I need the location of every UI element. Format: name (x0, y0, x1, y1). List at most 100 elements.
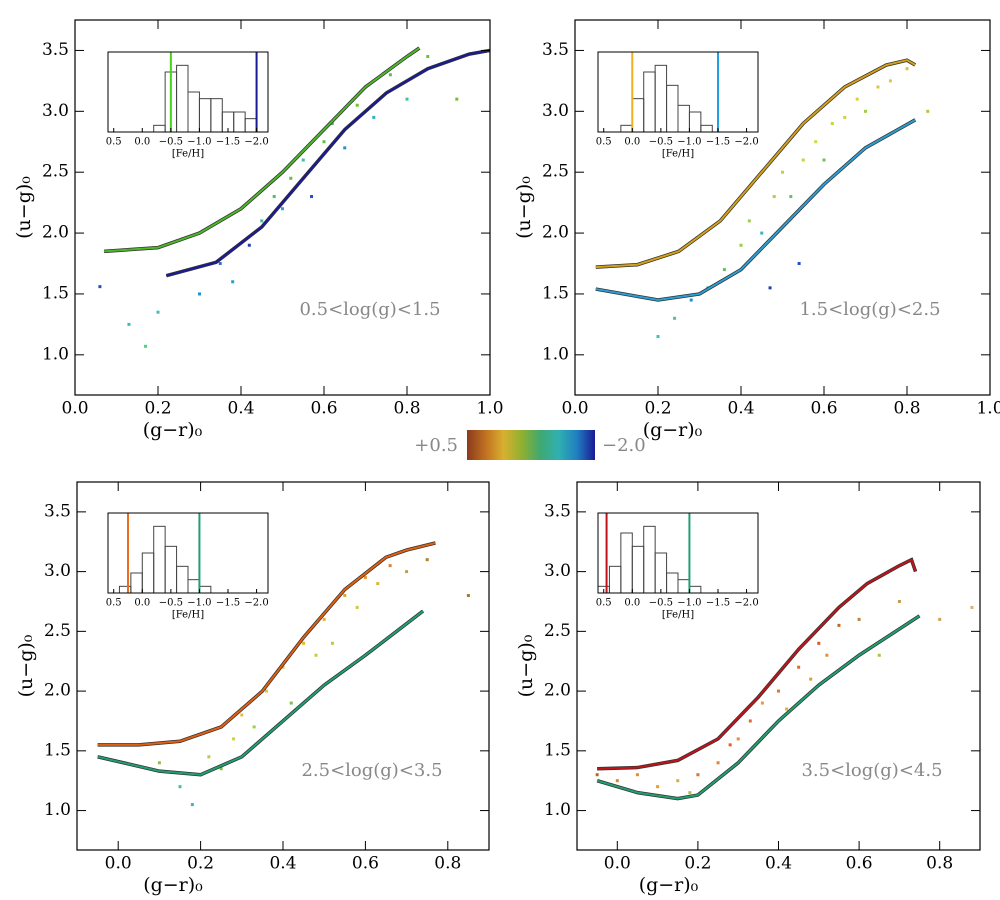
data-point (716, 761, 720, 765)
y-tick-label: 1.5 (542, 283, 569, 303)
data-point (178, 785, 182, 789)
data-point (822, 158, 826, 162)
data-point (218, 262, 222, 266)
y-tick-label: 3.5 (542, 40, 569, 60)
data-point (144, 344, 148, 348)
y-tick-label: 3.5 (544, 501, 571, 521)
inset-tick-label: −2.0 (734, 137, 758, 148)
panel: 0.0 0.2 0.4 0.6 0.8 1.0 1.0 1.5 2.0 2.5 3.0 3.5 (g−r… (513, 19, 1000, 441)
inset-tick-label: 0.5 (106, 137, 122, 148)
data-point (897, 599, 901, 603)
inset-tick-label: −0.5 (159, 598, 183, 609)
x-tick-label: 0.2 (644, 399, 671, 419)
inset-x-label: [Fe/H] (662, 149, 694, 160)
data-point (970, 605, 974, 609)
data-point (190, 803, 194, 807)
x-tick-label: 0.6 (846, 854, 873, 874)
y-tick-label: 3.5 (44, 501, 71, 521)
data-point (688, 791, 692, 795)
panel: 0.0 0.2 0.4 0.6 0.8 1.0 1.5 2.0 2.5 3.0 3.5 (g−r)₀ (… (515, 481, 981, 896)
y-tick-label: 1.0 (42, 344, 69, 364)
inset: 0.5 0.0 −0.5 −1.0 −1.5 −2.0 [Fe/H] (596, 51, 759, 160)
data-point (843, 115, 847, 119)
data-point (814, 140, 818, 144)
data-point (265, 689, 269, 693)
panel: 0.0 0.2 0.4 0.6 0.8 1.0 1.0 1.5 2.0 2.5 3.0 3.5 (g−r… (13, 19, 504, 441)
inset-tick-label: −1.0 (677, 598, 701, 609)
y-tick-label: 1.0 (542, 344, 569, 364)
data-point (301, 158, 305, 162)
model-line (595, 118, 916, 302)
x-tick-label: 0.6 (310, 399, 337, 419)
x-tick-label: 0.8 (926, 854, 953, 874)
inset-tick-label: −2.0 (244, 598, 268, 609)
data-point (905, 67, 909, 71)
x-axis-label: (g−r)₀ (143, 874, 203, 896)
x-tick-label: 0.8 (893, 399, 920, 419)
y-tick-label: 3.0 (42, 101, 69, 121)
inset-tick-label: −2.0 (244, 137, 268, 148)
y-tick-label: 2.5 (44, 621, 71, 641)
data-point (768, 286, 772, 290)
data-point (857, 617, 861, 621)
data-point (388, 73, 392, 77)
data-point (876, 85, 880, 89)
data-point (198, 292, 201, 296)
data-point (830, 121, 834, 125)
panel: 0.0 0.2 0.4 0.6 0.8 1.0 1.5 2.0 2.5 3.0 3.5 (g−r)₀ (… (15, 481, 490, 896)
y-tick-label: 1.0 (544, 800, 571, 820)
x-tick-label: 0.0 (604, 854, 631, 874)
x-axis-label: (g−r)₀ (143, 419, 203, 441)
data-point (855, 97, 859, 101)
data-point (302, 641, 306, 645)
inset-frame (597, 51, 759, 133)
data-point (455, 97, 459, 101)
data-point (157, 761, 161, 765)
data-point (760, 231, 764, 235)
data-point (785, 707, 789, 711)
x-tick-label: 0.4 (227, 399, 254, 419)
data-point (322, 140, 326, 144)
data-point (926, 109, 930, 113)
inset-tick-label: 0.0 (624, 598, 640, 609)
data-point (330, 641, 334, 645)
data-point (676, 779, 680, 783)
data-point (372, 115, 376, 119)
annotation: 3.5<log(g)<4.5 (801, 760, 942, 781)
data-point (314, 653, 318, 657)
data-point (289, 176, 293, 180)
inset-tick-label: −2.0 (734, 598, 758, 609)
data-point (809, 677, 813, 681)
annotation: 1.5<log(g)<2.5 (799, 299, 940, 320)
data-point (98, 285, 102, 289)
inset-tick-label: −1.5 (706, 137, 730, 148)
y-tick-label: 1.5 (544, 740, 571, 760)
x-tick-label: 0.2 (187, 854, 214, 874)
inset-tick-label: −1.5 (706, 598, 730, 609)
y-tick-label: 3.5 (42, 40, 69, 60)
data-point (748, 719, 752, 723)
y-tick-label: 2.0 (44, 681, 71, 701)
x-tick-label: 0.8 (393, 399, 420, 419)
data-point (837, 623, 841, 627)
inset-tick-label: −0.5 (649, 137, 673, 148)
data-point (425, 558, 429, 562)
model-line (596, 614, 921, 800)
data-point (232, 737, 236, 741)
inset-tick-label: −0.5 (649, 598, 673, 609)
y-tick-label: 2.0 (544, 681, 571, 701)
x-tick-label: 0.0 (61, 399, 88, 419)
colorbar-label: −2.0 (602, 435, 646, 456)
inset-x-label: [Fe/H] (172, 149, 204, 160)
x-axis-label: (g−r)₀ (643, 419, 703, 441)
data-point (797, 665, 801, 669)
data-point (747, 219, 751, 223)
data-point (405, 570, 409, 574)
y-tick-label: 3.0 (544, 561, 571, 581)
inset-tick-label: 0.5 (106, 598, 122, 609)
x-tick-label: 0.4 (727, 399, 754, 419)
data-point (696, 773, 700, 777)
data-point (281, 665, 285, 669)
data-point (781, 170, 784, 174)
